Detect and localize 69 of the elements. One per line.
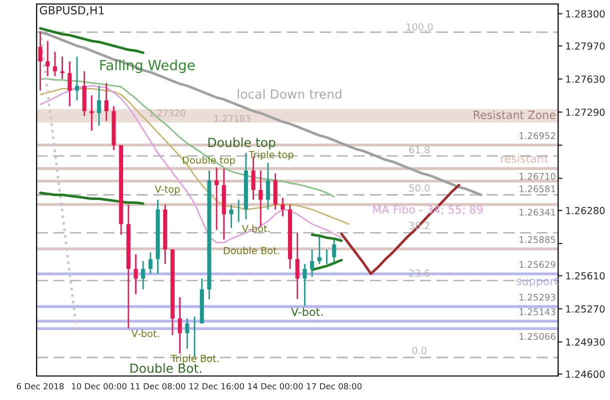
y-tick-label: 1.24930 [566, 338, 605, 346]
y-tick-label: 1.28300 [566, 10, 605, 18]
band-label: Resistant Zone [474, 110, 556, 120]
candlestick [317, 236, 322, 265]
ref-line-label: 1.25629 [520, 261, 556, 268]
candlestick [38, 30, 42, 92]
x-tick-label: 6 Dec 2018 [16, 383, 64, 390]
line-series [39, 27, 144, 54]
candlestick [178, 296, 182, 354]
annotation: Double top [182, 156, 235, 166]
ref-line-label: 1.26952 [520, 132, 556, 140]
candlestick [148, 252, 152, 274]
line-series [310, 258, 343, 272]
x-tick-label: 11 Dec 08:00 [130, 383, 186, 390]
annotation: local Down trend [238, 89, 342, 99]
annotation: Falling Wedge [100, 60, 195, 74]
candlestick [302, 263, 307, 307]
ref-line-label: 1.25885 [520, 236, 556, 243]
candlestick [332, 238, 336, 263]
candlestick [60, 56, 64, 80]
y-tick-label: 1.24600 [566, 370, 605, 378]
annotation: resistant [501, 154, 548, 163]
y-tick-label: 1.25270 [566, 305, 605, 313]
candlestick [68, 60, 72, 107]
candlestick [104, 82, 108, 122]
candlestick [90, 94, 94, 132]
annotation: V-bot. [242, 224, 270, 232]
annotation: 61.8 [409, 146, 430, 154]
y-tick-label: 1.27290 [566, 108, 605, 116]
ref-line-label: 1.26341 [520, 208, 556, 216]
candlestick [310, 248, 314, 278]
candlestick [214, 166, 219, 231]
y-tick-label: 1.26280 [566, 206, 605, 214]
annotation: Triple top [248, 150, 294, 160]
annotation: Double top [208, 137, 276, 150]
candlestick [280, 197, 285, 217]
chart-title: GBPUSD,H1 [40, 6, 104, 16]
candlestick [134, 254, 138, 295]
y-tick-label: 1.27630 [566, 75, 605, 83]
candlestick [295, 232, 300, 300]
annotation: V-top [154, 186, 180, 195]
annotation: Triple Bot. [170, 354, 218, 364]
x-tick-label: 10 Dec 00:00 [72, 383, 127, 390]
candlestick [229, 204, 234, 229]
x-tick-label: 12 Dec 16:00 [189, 383, 244, 390]
annotation: 0.0 [412, 346, 427, 354]
candlestick [141, 260, 146, 290]
x-tick-label: 17 Dec 08:00 [307, 383, 362, 390]
line-series [39, 192, 144, 205]
candlestick [74, 56, 80, 102]
candlestick [46, 40, 50, 77]
annotation: V-bot. [291, 307, 322, 316]
annotation: V-bot. [131, 330, 159, 338]
annotation: 50.0 [409, 184, 430, 192]
ref-line-label: 1.26710 [520, 172, 556, 180]
annotation: 100.0 [406, 23, 433, 31]
y-tick-label: 1.27970 [566, 42, 605, 50]
ref-line-label: 1.25066 [520, 333, 556, 340]
candlestick [266, 162, 270, 210]
annotation: Double Bot. [224, 246, 279, 254]
x-tick-label: 14 Dec 00:00 [248, 383, 303, 390]
ref-line-label: 1.25143 [520, 308, 556, 316]
candlestick [185, 318, 190, 350]
y-tick-label: 1.25610 [566, 272, 605, 280]
ref-line-label: 1.26581 [520, 185, 556, 192]
annotation: Double Bot. [130, 363, 202, 373]
candlestick [52, 51, 57, 77]
candlestick [97, 85, 102, 126]
ref-line-label: 1.25293 [520, 294, 556, 301]
